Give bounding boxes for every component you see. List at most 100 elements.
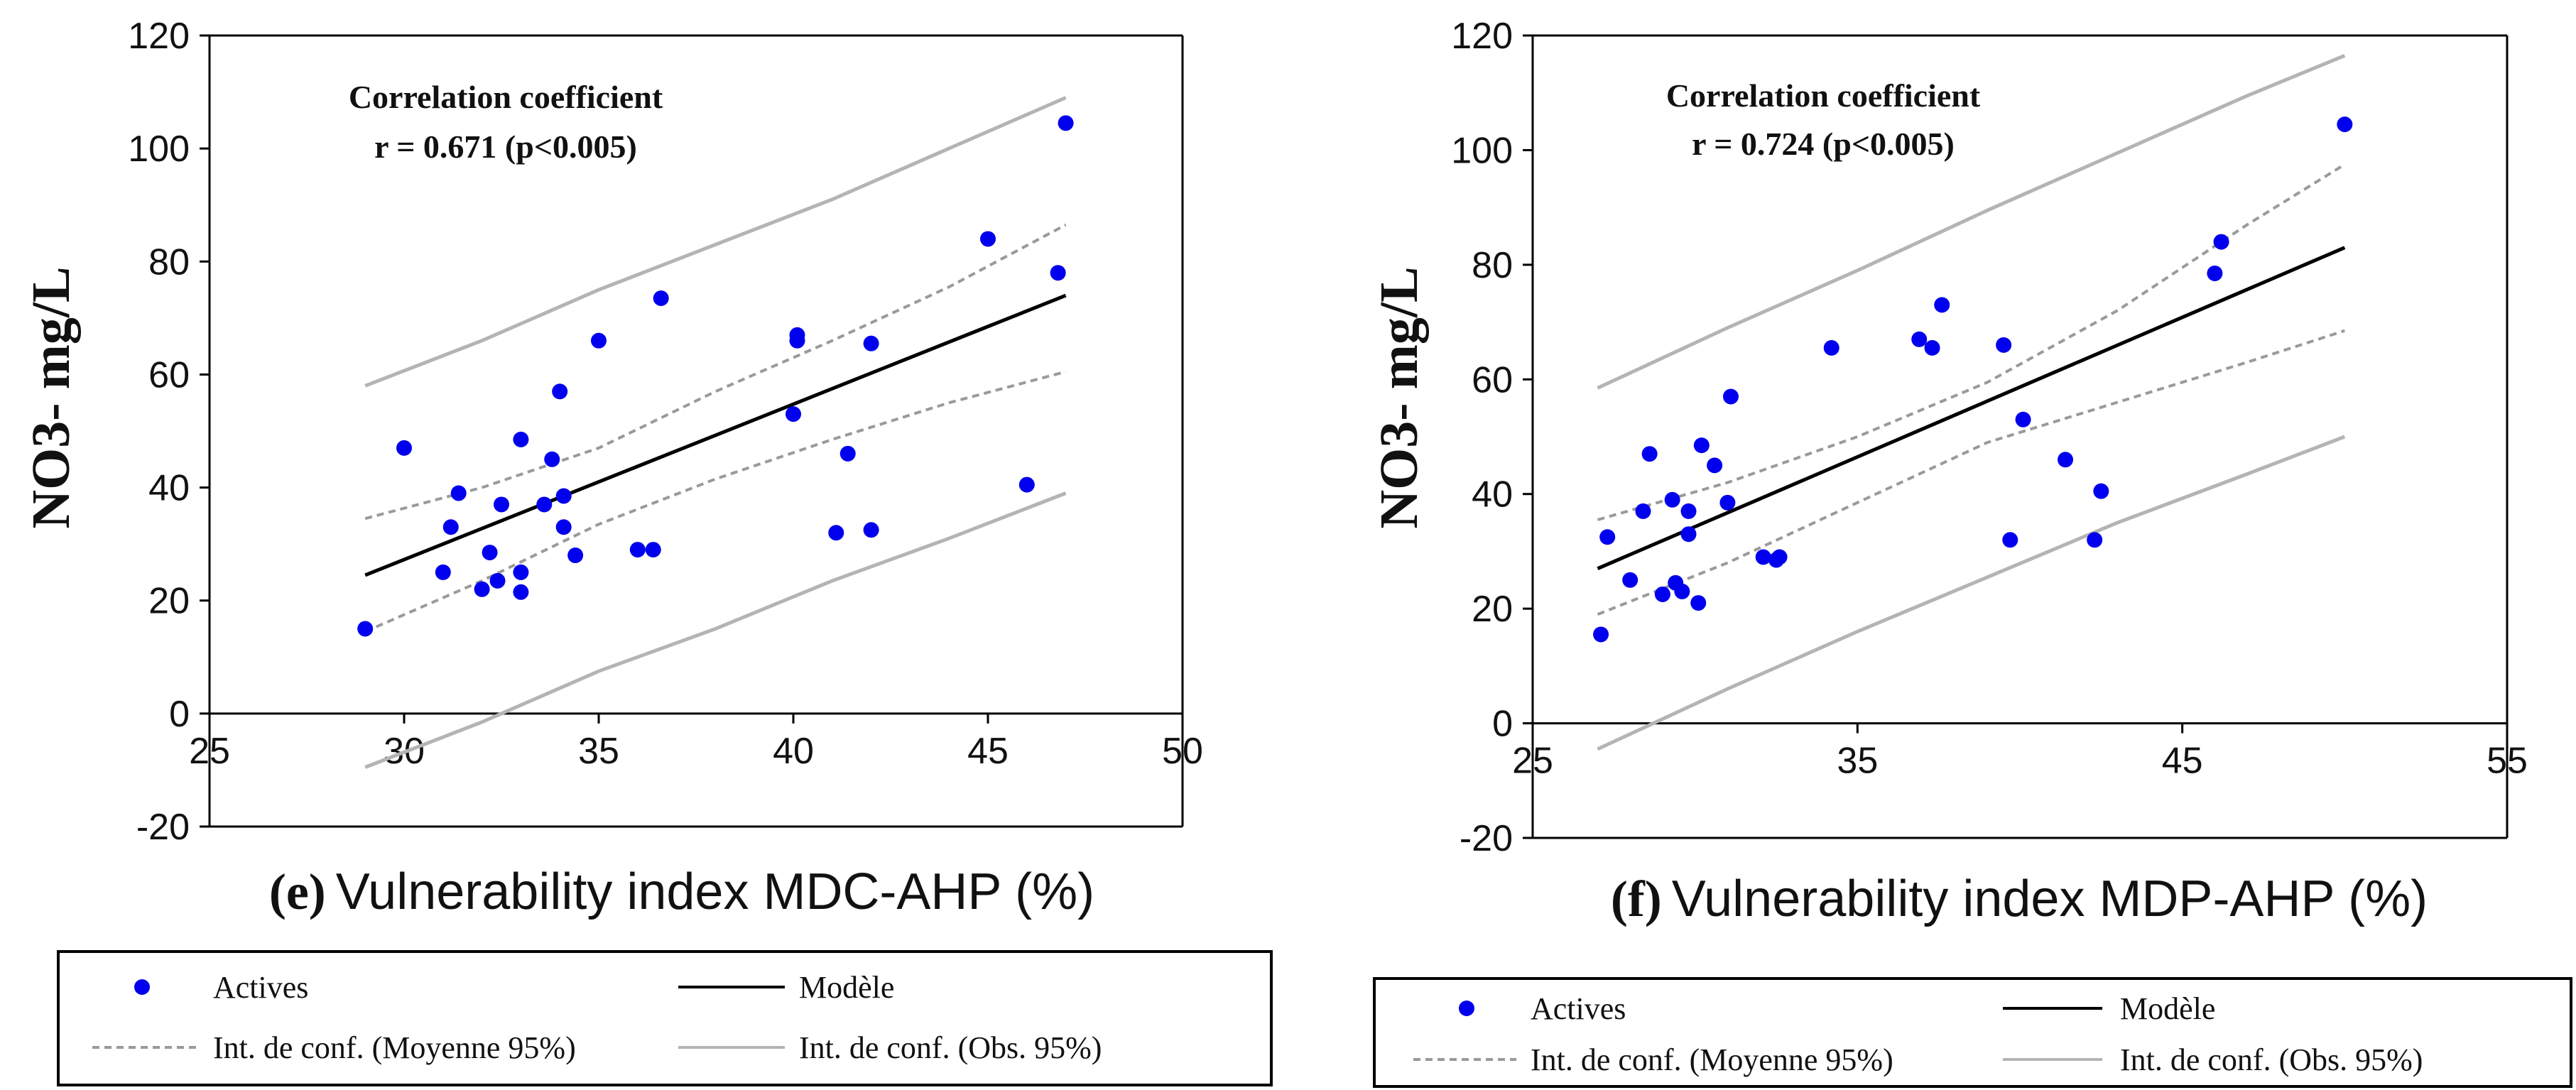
data-point bbox=[513, 564, 529, 580]
legend-actives-label: Actives bbox=[213, 970, 308, 1005]
series-model bbox=[364, 293, 1067, 577]
data-point bbox=[435, 564, 451, 580]
y-axis-label: NO3- mg/L bbox=[1369, 266, 1429, 528]
y-tick-label: 20 bbox=[148, 581, 190, 622]
data-point bbox=[1622, 572, 1638, 588]
chart-panel-f: NO3- mg/L -20 0 20 40 60 80 100 120 25 35 45 55 Co… bbox=[1369, 16, 2572, 1088]
y-ticks: -20 0 20 40 60 80 100 120 bbox=[128, 16, 210, 848]
legend-actives-marker bbox=[1459, 1001, 1474, 1016]
data-point bbox=[1755, 549, 1771, 565]
data-point bbox=[629, 542, 646, 558]
conf-mean-lower-line bbox=[364, 370, 1067, 633]
legend-conf-mean-label: Int. de conf. (Moyenne 95%) bbox=[213, 1030, 576, 1065]
x-tick-label: 35 bbox=[1837, 741, 1878, 782]
data-point bbox=[536, 496, 553, 513]
y-axis-label: NO3- mg/L bbox=[21, 266, 81, 528]
data-point bbox=[1771, 549, 1788, 565]
x-axis-label-text: Vulnerability index MDC-AHP (%) bbox=[336, 863, 1094, 920]
data-point bbox=[653, 290, 669, 307]
y-tick-label: 80 bbox=[148, 241, 190, 283]
data-point bbox=[2015, 411, 2031, 427]
y-tick-label: 100 bbox=[128, 129, 190, 170]
data-point bbox=[552, 383, 568, 400]
y-ticks: -20 0 20 40 60 80 100 120 bbox=[1451, 16, 1533, 859]
data-point bbox=[1664, 491, 1680, 508]
data-point bbox=[396, 440, 412, 456]
y-tick-label: 0 bbox=[1492, 704, 1513, 745]
legend-actives-label: Actives bbox=[1531, 991, 1626, 1026]
data-point bbox=[789, 327, 805, 343]
data-point bbox=[1719, 494, 1736, 511]
data-point bbox=[839, 445, 856, 462]
data-point bbox=[1654, 586, 1670, 602]
model-line bbox=[364, 293, 1067, 577]
data-point bbox=[494, 496, 509, 513]
data-point bbox=[2207, 265, 2223, 281]
legend-box bbox=[57, 950, 1273, 1086]
x-tick-label: 45 bbox=[2162, 741, 2203, 782]
conf-mean-upper-line bbox=[364, 223, 1067, 521]
conf-obs-upper-line bbox=[1597, 53, 2346, 390]
legend-model-label: Modèle bbox=[2120, 991, 2215, 1026]
data-point bbox=[645, 542, 661, 558]
legend: Actives Modèle Int. de conf. (Moyenne 95… bbox=[1373, 977, 2572, 1088]
data-point bbox=[591, 332, 607, 349]
model-line bbox=[1597, 246, 2346, 570]
data-point bbox=[1693, 437, 1710, 454]
data-point bbox=[2058, 452, 2074, 468]
annotation-title: Correlation coefficient bbox=[349, 79, 663, 115]
data-point bbox=[474, 581, 490, 597]
y-tick-label: -20 bbox=[1460, 818, 1513, 859]
legend-conf-obs-label: Int. de conf. (Obs. 95%) bbox=[799, 1030, 1102, 1065]
data-point bbox=[1924, 339, 1940, 356]
plot-area bbox=[1531, 34, 2509, 839]
correlation-annotation: Correlation coefficient r = 0.724 (p<0.0… bbox=[1666, 77, 1981, 162]
conf-obs-lower-line bbox=[364, 491, 1067, 769]
data-point bbox=[1635, 503, 1651, 519]
data-point bbox=[450, 485, 467, 501]
data-point bbox=[1018, 476, 1035, 493]
y-tick-label: 60 bbox=[148, 354, 190, 396]
data-point bbox=[980, 231, 996, 247]
data-point bbox=[1911, 331, 1928, 347]
data-point bbox=[567, 547, 584, 564]
data-point bbox=[1058, 115, 1074, 131]
x-axis-label: (e) Vulnerability index MDC-AHP (%) bbox=[269, 863, 1094, 920]
conf-obs-upper-line bbox=[364, 96, 1067, 388]
y-tick-label: 40 bbox=[148, 468, 190, 509]
data-point bbox=[1050, 265, 1066, 281]
data-point bbox=[1593, 626, 1609, 643]
x-axis-panel-label: (f) bbox=[1611, 871, 1662, 927]
y-tick-label: 80 bbox=[1472, 245, 1513, 286]
data-point bbox=[828, 525, 844, 541]
series-conf-obs bbox=[364, 96, 1067, 769]
data-point bbox=[442, 519, 459, 535]
y-tick-label: 100 bbox=[1451, 130, 1513, 171]
data-point bbox=[1674, 583, 1690, 599]
data-point bbox=[1680, 503, 1697, 519]
data-point bbox=[2087, 532, 2103, 548]
series-actives bbox=[1593, 116, 2353, 643]
data-point bbox=[1996, 337, 2012, 353]
annotation-r-value: r = 0.724 (p<0.005) bbox=[1692, 126, 1955, 162]
y-axis-label-text: NO3- mg/L bbox=[21, 266, 81, 528]
data-point bbox=[489, 572, 506, 589]
y-tick-label: 0 bbox=[169, 694, 190, 735]
data-point bbox=[1680, 526, 1697, 543]
correlation-annotation: Correlation coefficient r = 0.671 (p<0.0… bbox=[349, 79, 663, 165]
data-point bbox=[513, 431, 529, 447]
data-point bbox=[1934, 297, 1950, 313]
data-point bbox=[786, 406, 801, 423]
y-tick-label: 60 bbox=[1472, 359, 1513, 400]
x-ticks: 25 35 45 55 bbox=[1512, 723, 2528, 782]
data-point bbox=[1599, 529, 1616, 545]
x-axis-label-text: Vulnerability index MDP-AHP (%) bbox=[1672, 871, 2428, 927]
x-tick-label: 40 bbox=[773, 731, 814, 772]
data-point bbox=[2337, 116, 2353, 133]
y-axis-label-text: NO3- mg/L bbox=[1369, 266, 1429, 528]
series-actives bbox=[357, 115, 1074, 637]
y-tick-label: 120 bbox=[128, 16, 190, 57]
series-conf-obs bbox=[1597, 53, 2346, 751]
series-conf-mean bbox=[364, 223, 1067, 633]
